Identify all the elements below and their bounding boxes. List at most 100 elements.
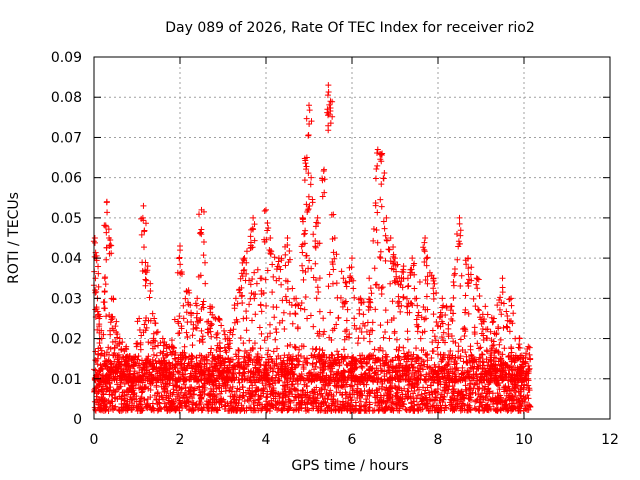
data-point xyxy=(381,169,388,176)
data-point xyxy=(208,333,215,340)
data-point xyxy=(476,406,483,413)
data-point xyxy=(185,407,192,414)
data-point xyxy=(452,403,459,410)
data-point xyxy=(497,336,504,343)
data-point xyxy=(306,121,313,128)
data-point xyxy=(340,346,347,353)
data-point xyxy=(125,357,132,364)
data-point xyxy=(292,344,299,351)
data-point xyxy=(105,344,112,351)
data-point xyxy=(438,365,445,372)
data-point xyxy=(240,256,247,263)
data-point xyxy=(301,306,308,313)
data-point xyxy=(486,390,493,397)
data-point xyxy=(246,356,253,363)
data-point xyxy=(103,229,110,236)
data-point xyxy=(274,263,281,270)
data-point xyxy=(340,275,347,282)
data-point xyxy=(403,393,410,400)
data-point xyxy=(348,275,355,282)
data-point xyxy=(233,388,240,395)
data-point xyxy=(256,324,263,331)
data-point xyxy=(382,307,389,314)
data-point xyxy=(370,237,377,244)
data-point xyxy=(114,381,121,388)
data-point xyxy=(423,262,430,269)
data-point xyxy=(471,381,478,388)
data-point xyxy=(316,240,323,247)
data-point xyxy=(202,280,209,287)
data-point xyxy=(287,341,294,348)
data-point xyxy=(358,388,365,395)
data-point xyxy=(508,393,515,400)
data-point xyxy=(103,256,110,263)
data-point xyxy=(260,374,267,381)
data-point xyxy=(326,271,333,278)
data-point xyxy=(255,399,262,406)
y-tick-label: 0.07 xyxy=(51,130,82,146)
data-point xyxy=(483,335,490,342)
data-point xyxy=(299,249,306,256)
data-point xyxy=(476,396,483,403)
data-point xyxy=(181,360,188,367)
data-point xyxy=(197,229,204,236)
data-point xyxy=(449,393,456,400)
data-point xyxy=(470,374,477,381)
data-point xyxy=(231,392,238,399)
data-point xyxy=(492,355,499,362)
data-point xyxy=(418,314,425,321)
data-point xyxy=(234,318,241,325)
data-point xyxy=(103,357,110,364)
data-point xyxy=(292,310,299,317)
data-point xyxy=(440,329,447,336)
data-point xyxy=(506,328,513,335)
data-point xyxy=(421,390,428,397)
data-point xyxy=(198,306,205,313)
data-point xyxy=(153,352,160,359)
data-point xyxy=(485,385,492,392)
data-point xyxy=(444,362,451,369)
data-point xyxy=(374,239,381,246)
data-point xyxy=(147,317,154,324)
data-point xyxy=(417,335,424,342)
data-point xyxy=(246,337,253,344)
data-point xyxy=(340,368,347,375)
data-point xyxy=(354,385,361,392)
data-point xyxy=(95,372,102,379)
data-point xyxy=(213,334,220,341)
data-point xyxy=(164,407,171,414)
data-point xyxy=(335,315,342,322)
data-point xyxy=(388,374,395,381)
data-point xyxy=(356,394,363,401)
data-point xyxy=(517,364,524,371)
data-point xyxy=(328,361,335,368)
data-point xyxy=(92,348,99,355)
data-point xyxy=(275,390,282,397)
x-tick-label: 6 xyxy=(348,432,357,448)
data-point xyxy=(493,375,500,382)
data-point xyxy=(352,360,359,367)
data-point xyxy=(467,271,474,278)
data-point xyxy=(313,219,320,226)
data-point xyxy=(199,333,206,340)
data-point xyxy=(495,324,502,331)
data-point xyxy=(231,302,238,309)
data-point xyxy=(460,370,467,377)
data-point xyxy=(153,396,160,403)
data-point xyxy=(401,368,408,375)
data-point xyxy=(288,360,295,367)
data-point xyxy=(183,329,190,336)
data-point xyxy=(354,389,361,396)
data-point xyxy=(267,391,274,398)
data-point xyxy=(453,395,460,402)
data-point xyxy=(174,393,181,400)
data-point xyxy=(250,214,257,221)
data-point xyxy=(434,406,441,413)
data-point xyxy=(497,406,504,413)
data-point xyxy=(526,387,533,394)
data-point xyxy=(302,269,309,276)
data-point xyxy=(306,107,313,114)
data-point xyxy=(434,344,441,351)
data-point xyxy=(476,292,483,299)
data-point xyxy=(501,401,508,408)
